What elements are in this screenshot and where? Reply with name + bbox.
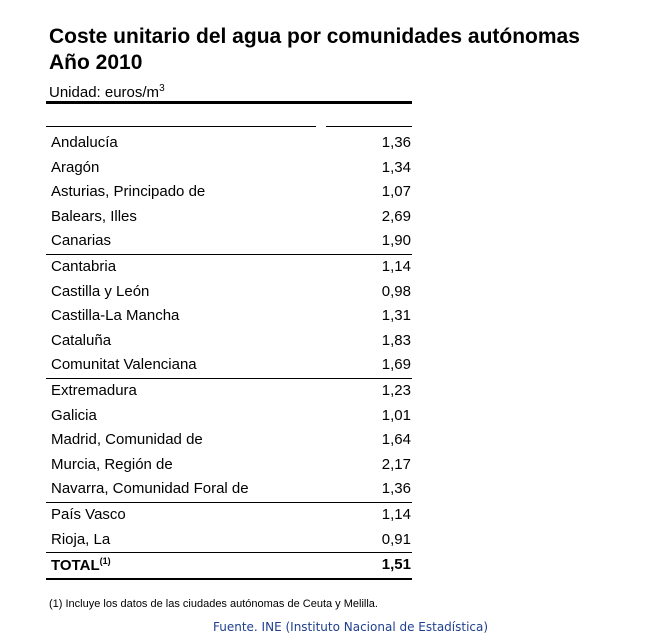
row-name: Cataluña <box>51 331 112 349</box>
table-row: Rioja, La 0,91 <box>46 528 412 554</box>
table-row: Aragón 1,34 <box>46 156 412 181</box>
table-row: Cantabria 1,14 <box>46 255 412 280</box>
table-row: Comunitat Valenciana 1,69 <box>46 353 412 379</box>
row-name: Asturias, Principado de <box>51 183 206 201</box>
row-name: País Vasco <box>51 505 126 523</box>
row-value: 1,07 <box>381 183 411 201</box>
source-note: Fuente. INE (Instituto Nacional de Estad… <box>213 620 489 634</box>
table-row: País Vasco 1,14 <box>46 503 412 528</box>
total-text: TOTAL <box>51 557 100 575</box>
total-label: TOTAL(1) <box>51 556 111 574</box>
row-name: Balears, Illes <box>51 207 137 225</box>
title-line-1: Coste unitario del agua por comunidades … <box>49 25 580 48</box>
row-name: Canarias <box>51 232 112 250</box>
row-name: Aragón <box>51 158 100 176</box>
table-row: Navarra, Comunidad Foral de 1,36 <box>46 477 412 503</box>
page-title: Coste unitario del agua por comunidades … <box>49 24 580 76</box>
row-value: 1,64 <box>381 431 411 449</box>
table-row: Murcia, Región de 2,17 <box>46 453 412 478</box>
row-name: Cantabria <box>51 257 117 275</box>
table-row: Canarias 1,90 <box>46 229 412 255</box>
row-value: 1,36 <box>381 134 411 151</box>
row-name: Madrid, Comunidad de <box>51 431 203 449</box>
row-value: 2,17 <box>381 455 411 473</box>
table-row: Castilla-La Mancha 1,31 <box>46 304 412 329</box>
table-row: Castilla y León 0,98 <box>46 280 412 305</box>
row-value: 1,23 <box>381 381 411 399</box>
row-value: 1,31 <box>381 307 411 325</box>
table-row: Balears, Illes 2,69 <box>46 205 412 230</box>
row-value: 0,91 <box>381 530 411 548</box>
row-name: Galicia <box>51 406 97 424</box>
row-value: 1,14 <box>381 257 411 275</box>
row-value: 1,14 <box>381 505 411 523</box>
row-value: 1,34 <box>381 158 411 176</box>
footnote: (1) Incluye los datos de las ciudades au… <box>49 598 378 610</box>
table-row: Asturias, Principado de 1,07 <box>46 180 412 205</box>
row-value: 1,90 <box>381 232 411 250</box>
row-name: Castilla-La Mancha <box>51 307 180 325</box>
title-line-2: Año 2010 <box>49 51 143 74</box>
row-name: Comunitat Valenciana <box>51 356 197 374</box>
row-name: Castilla y León <box>51 282 150 300</box>
row-value: 1,36 <box>381 480 411 498</box>
row-value: 0,98 <box>381 282 411 300</box>
total-superscript: (1) <box>99 556 111 567</box>
total-value: 1,51 <box>381 556 411 574</box>
row-name: Extremadura <box>51 381 137 399</box>
data-table: Andalucía 1,36 Aragón 1,34 Asturias, Princip… <box>46 131 412 580</box>
table-row: Andalucía 1,36 <box>46 131 412 156</box>
row-value: 1,83 <box>381 331 411 349</box>
row-value: 2,69 <box>381 207 411 225</box>
row-name: Rioja, La <box>51 530 111 548</box>
row-value: 1,69 <box>381 356 411 374</box>
unit-label: Unidad: euros/m3 <box>49 80 165 102</box>
table-row: Cataluña 1,83 <box>46 329 412 354</box>
column-rule-name <box>46 126 316 127</box>
row-name: Murcia, Región de <box>51 455 173 473</box>
row-name: Navarra, Comunidad Foral de <box>51 480 249 498</box>
total-row: TOTAL(1) 1,51 <box>46 553 412 580</box>
table-row: Madrid, Comunidad de 1,64 <box>46 428 412 453</box>
column-rule-value <box>326 126 412 127</box>
row-value: 1,01 <box>381 406 411 424</box>
unit-superscript: 3 <box>159 83 165 94</box>
table-row: Extremadura 1,23 <box>46 379 412 404</box>
header-rule <box>46 101 412 104</box>
unit-text: Unidad: euros/m <box>49 84 160 101</box>
table-row: Galicia 1,01 <box>46 404 412 429</box>
row-name: Andalucía <box>51 134 118 151</box>
